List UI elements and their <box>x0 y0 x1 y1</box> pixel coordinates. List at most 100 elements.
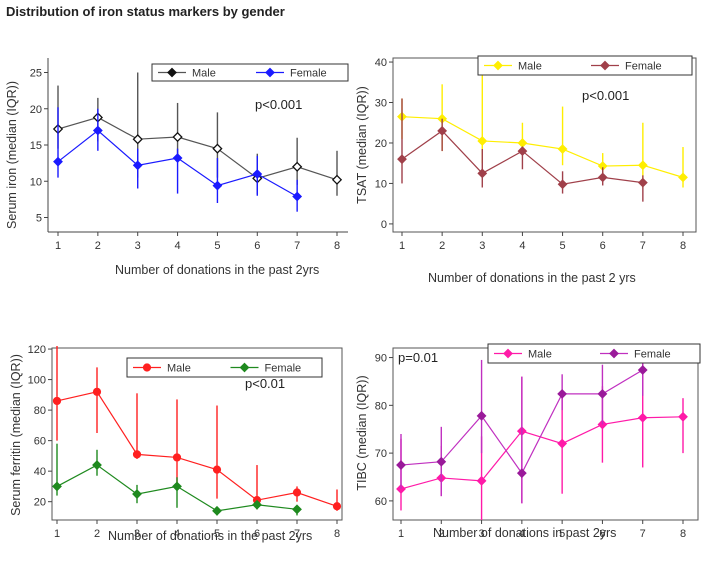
p-value-annotation: p<0.001 <box>255 97 302 112</box>
x-tick-label: 6 <box>600 240 606 252</box>
x-tick-label: 5 <box>214 528 220 540</box>
x-tick-label: 2 <box>439 240 445 252</box>
p-value-annotation: p<0.001 <box>582 88 629 103</box>
x-tick-label: 2 <box>95 240 101 252</box>
data-point <box>92 125 103 136</box>
legend-box <box>151 63 349 82</box>
y-tick-label: 25 <box>30 68 42 80</box>
x-axis-label: Number of donations in past 2yrs <box>433 526 616 540</box>
data-point <box>212 505 222 516</box>
y-tick-label: 120 <box>28 344 46 356</box>
data-point <box>436 456 447 467</box>
series-male <box>396 362 688 520</box>
series-line <box>400 416 684 490</box>
x-tick-label: 1 <box>399 240 405 252</box>
data-point <box>637 365 648 375</box>
legend-marker <box>503 348 513 359</box>
y-axis-label: Serum ferritin (median (IQR)) <box>9 354 23 516</box>
legend-box <box>126 357 323 378</box>
p-value-annotation: p=0.01 <box>398 350 438 365</box>
data-point <box>557 388 568 399</box>
data-point <box>92 460 102 470</box>
x-axis-label: Number of donations in the past 2yrs <box>108 529 312 543</box>
legend: Male Female <box>151 63 349 82</box>
legend-marker <box>265 67 275 78</box>
data-point <box>212 180 223 191</box>
y-tick-label: 70 <box>375 448 387 460</box>
legend-marker <box>142 363 152 372</box>
legend-label: Male <box>528 349 552 361</box>
data-point <box>292 488 302 497</box>
data-point <box>517 138 528 148</box>
data-point <box>557 438 568 449</box>
x-tick-label: 5 <box>560 240 566 252</box>
x-tick-label: 7 <box>294 528 300 540</box>
y-tick-label: 5 <box>36 213 42 225</box>
data-point <box>292 191 303 202</box>
y-tick-label: 90 <box>375 353 387 365</box>
x-tick-label: 2 <box>438 528 444 540</box>
chart-panel-serum-iron: 5 10 15 20 25 1 2 3 4 5 6 7 8 Number of donations in … <box>5 58 349 277</box>
data-point <box>172 153 183 163</box>
data-point <box>252 499 262 510</box>
x-tick-label: 8 <box>680 528 686 540</box>
x-tick-label: 4 <box>519 240 525 252</box>
y-tick-label: 20 <box>30 104 42 116</box>
legend: Male Female <box>126 357 323 378</box>
data-point <box>397 154 407 165</box>
data-point <box>396 460 406 470</box>
x-tick-label: 6 <box>599 528 605 540</box>
y-tick-label: 15 <box>30 140 42 152</box>
data-point <box>517 146 528 156</box>
data-point <box>437 125 448 136</box>
series-line <box>57 116 338 181</box>
data-point <box>597 172 608 183</box>
legend-label: Male <box>167 363 191 375</box>
data-point <box>637 412 648 423</box>
y-axis-label: TSAT (median (IQR)) <box>355 86 369 204</box>
x-tick-label: 3 <box>479 240 485 252</box>
x-tick-label: 3 <box>479 528 485 540</box>
plot-frame <box>392 57 697 233</box>
x-tick-label: 6 <box>254 240 260 252</box>
legend-label: Female <box>625 61 662 73</box>
y-axis-label: TIBC (median (IQR)) <box>355 375 369 490</box>
x-tick-label: 4 <box>519 528 525 540</box>
data-point <box>52 396 62 406</box>
legend-marker <box>609 348 619 359</box>
y-tick-label: 60 <box>34 436 46 448</box>
y-tick-label: 10 <box>30 176 42 188</box>
data-point <box>132 489 142 499</box>
y-tick-label: 80 <box>375 400 387 412</box>
series-female <box>52 443 302 516</box>
data-point <box>557 144 568 154</box>
y-tick-label: 10 <box>375 178 387 190</box>
legend-marker <box>167 67 177 78</box>
legend-marker <box>600 60 610 71</box>
data-point <box>92 387 102 396</box>
data-point <box>52 481 62 492</box>
x-tick-label: 7 <box>640 528 646 540</box>
chart-panel-tsat: 0 10 20 30 40 1 2 3 4 5 6 7 8 Number of donations in … <box>355 55 697 285</box>
series-line <box>56 391 338 507</box>
data-point <box>292 161 303 172</box>
legend-marker <box>493 60 503 71</box>
x-tick-label: 2 <box>94 528 100 540</box>
x-tick-label: 3 <box>135 240 141 252</box>
x-tick-label: 4 <box>175 240 181 252</box>
data-point <box>53 156 63 167</box>
y-tick-label: 20 <box>375 138 387 150</box>
y-tick-label: 30 <box>375 98 387 110</box>
data-point <box>557 179 568 190</box>
y-axis-label: Serum iron (median (IQR)) <box>5 81 19 229</box>
plot-frame <box>392 347 699 521</box>
series-female <box>396 352 648 504</box>
series-female <box>53 107 303 212</box>
x-tick-label: 5 <box>559 528 565 540</box>
p-value-annotation: p<0.01 <box>245 376 285 391</box>
series-female <box>397 98 648 202</box>
y-tick-label: 60 <box>375 496 387 508</box>
data-point <box>172 131 183 143</box>
y-tick-label: 0 <box>381 219 387 231</box>
x-tick-label: 1 <box>54 528 60 540</box>
